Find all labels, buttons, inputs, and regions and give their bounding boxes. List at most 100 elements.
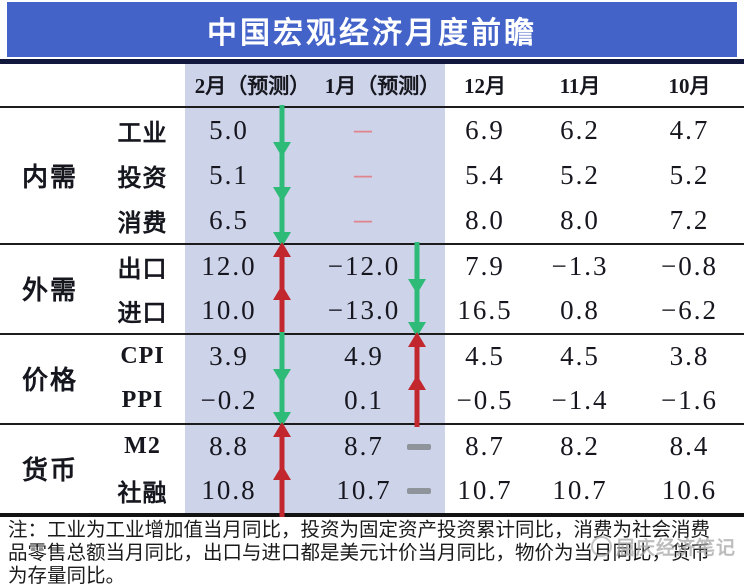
up-indicator [273,465,295,517]
forecast-value-cell: 0.1 [320,375,445,427]
forecast-value-cell: −13.0 [320,285,445,337]
value-dec: 4.5 [465,341,505,371]
group-label-1: 内需 [21,163,78,192]
value: −0.2 [200,385,258,415]
table-row: 出口 12.0 −12.0 7.9 −1.3 −0.8 [0,242,744,294]
up-indicator [408,375,430,427]
table-row: 工业 5.0 － 6.9 6.2 4.7 [0,105,744,157]
down-arrow-icon [273,150,291,202]
value-oct: −6.2 [661,295,718,325]
watermark: 屈庆经济笔记 [590,533,736,560]
value: 5.1 [209,160,249,190]
row-label: 社融 [117,481,168,507]
footnote-line: 注：工业为工业增加值当月同比，投资为固定资产投资累计同比，消费为社会消费 [8,520,711,541]
value-oct: −1.6 [661,385,718,415]
forecast-value-cell: 5.0 [185,105,320,157]
table-row: 进口 10.0 −13.0 16.5 0.8 −6.2 [0,285,744,337]
forecast-value-cell: 8.8 [185,422,320,474]
value: 6.5 [209,205,249,235]
value: 8.7 [344,431,384,461]
header-spacer [0,64,185,106]
table-body: 内需 外需 价格 货币 工业 5.0 － 6.9 6.2 4.7 投资 5.1 － 5.4 5.2 5.2 消… [0,105,744,517]
value-nov: 8.2 [560,431,600,461]
gray-dash-indicator [407,468,431,513]
row-label: 投资 [117,166,168,192]
forecast-value-cell: － [320,108,445,153]
value: 5.0 [209,115,249,145]
value: 10.0 [201,295,257,325]
value: −12.0 [327,251,401,281]
down-arrow-icon [408,285,426,337]
watermark-logo-icon [590,536,612,557]
table-row: PPI −0.2 0.1 −0.5 −1.4 −1.6 [0,375,744,427]
row-label: 消费 [117,211,168,237]
column-header-jan-forecast: 1月（预测） [320,64,445,106]
row-label: M2 [124,433,161,459]
forecast-value-cell: 12.0 [185,242,320,294]
down-indicator [273,375,295,427]
table-row: CPI 3.9 4.9 4.5 4.5 3.8 [0,332,744,384]
value-oct: 8.4 [669,431,710,461]
group-label-4: 货币 [21,455,78,485]
value-nov: −1.3 [551,251,609,281]
row-label: 进口 [117,301,168,327]
indicator-slot [408,108,430,153]
row-label: CPI [120,343,165,369]
forecast-value-cell: 4.9 [320,332,445,384]
value: 8.8 [209,431,249,461]
column-header-nov: 11月 [559,74,601,98]
value: 3.9 [209,341,249,371]
gray-dash-icon [407,443,431,450]
group-label-rail: 内需 外需 价格 货币 [0,108,100,513]
value-oct: −0.8 [661,251,718,281]
up-indicator [273,422,295,474]
group-label-3: 价格 [21,365,78,395]
value-dec: 5.4 [465,160,505,190]
table-row: M2 8.8 8.7 8.7 8.2 8.4 [0,422,744,474]
value-dec: 6.9 [465,115,505,145]
down-indicator [273,195,295,247]
column-header-oct: 10月 [668,74,711,98]
up-indicator [273,285,295,337]
forecast-value-cell: 10.7 [320,468,445,513]
table-header-row: 2月（预测） 1月（预测） 12月 11月 10月 [0,64,744,108]
forecast-value-cell: 5.1 [185,150,320,202]
indicator-slot [408,198,430,243]
down-arrow-icon [273,195,291,247]
value-oct: 5.2 [669,160,710,190]
up-arrow-icon [408,375,426,427]
value-dec: 7.9 [465,251,505,281]
value-nov: −1.4 [551,385,609,415]
down-indicator [273,105,295,157]
value-dec: −0.5 [456,385,514,415]
value: 0.1 [344,385,384,415]
up-arrow-icon [273,422,291,474]
value-dec: 8.0 [465,205,505,235]
value-dec: 10.7 [457,475,513,505]
forecast-value-cell: 6.5 [185,195,320,247]
value: 10.7 [336,475,392,505]
forecast-value-cell: － [320,153,445,198]
up-arrow-icon [273,285,291,337]
value-dec: 16.5 [457,295,513,325]
column-header-feb-forecast: 2月（预测） [185,64,320,106]
row-label: PPI [121,387,164,413]
value-nov: 5.2 [560,160,600,190]
forecast-value-cell: 10.8 [185,465,320,517]
no-data-dash: － [350,164,378,192]
up-arrow-icon [408,332,426,384]
value-nov: 0.8 [560,295,600,325]
up-indicator [408,332,430,384]
up-arrow-icon [273,465,291,517]
data-table: 2月（预测） 1月（预测） 12月 11月 10月 内需外需价格货币 工业 5.0… [0,64,744,517]
footnote: 注：工业为工业增加值当月同比，投资为固定资产投资累计同比，消费为社会消费 品零售… [8,519,736,586]
value-oct: 3.8 [669,341,710,371]
value: −13.0 [327,295,401,325]
value: 10.8 [201,475,257,505]
forecast-value-cell: −12.0 [320,242,445,294]
column-header-dec: 12月 [464,74,506,98]
row-label: 工业 [117,121,168,147]
group-label-2: 外需 [21,275,78,305]
row-label: 出口 [117,257,168,283]
footnote-line: 品零售总额当月同比，出口与进口都是美元计价当月同比，物价为当月同比，货币 [8,543,711,564]
